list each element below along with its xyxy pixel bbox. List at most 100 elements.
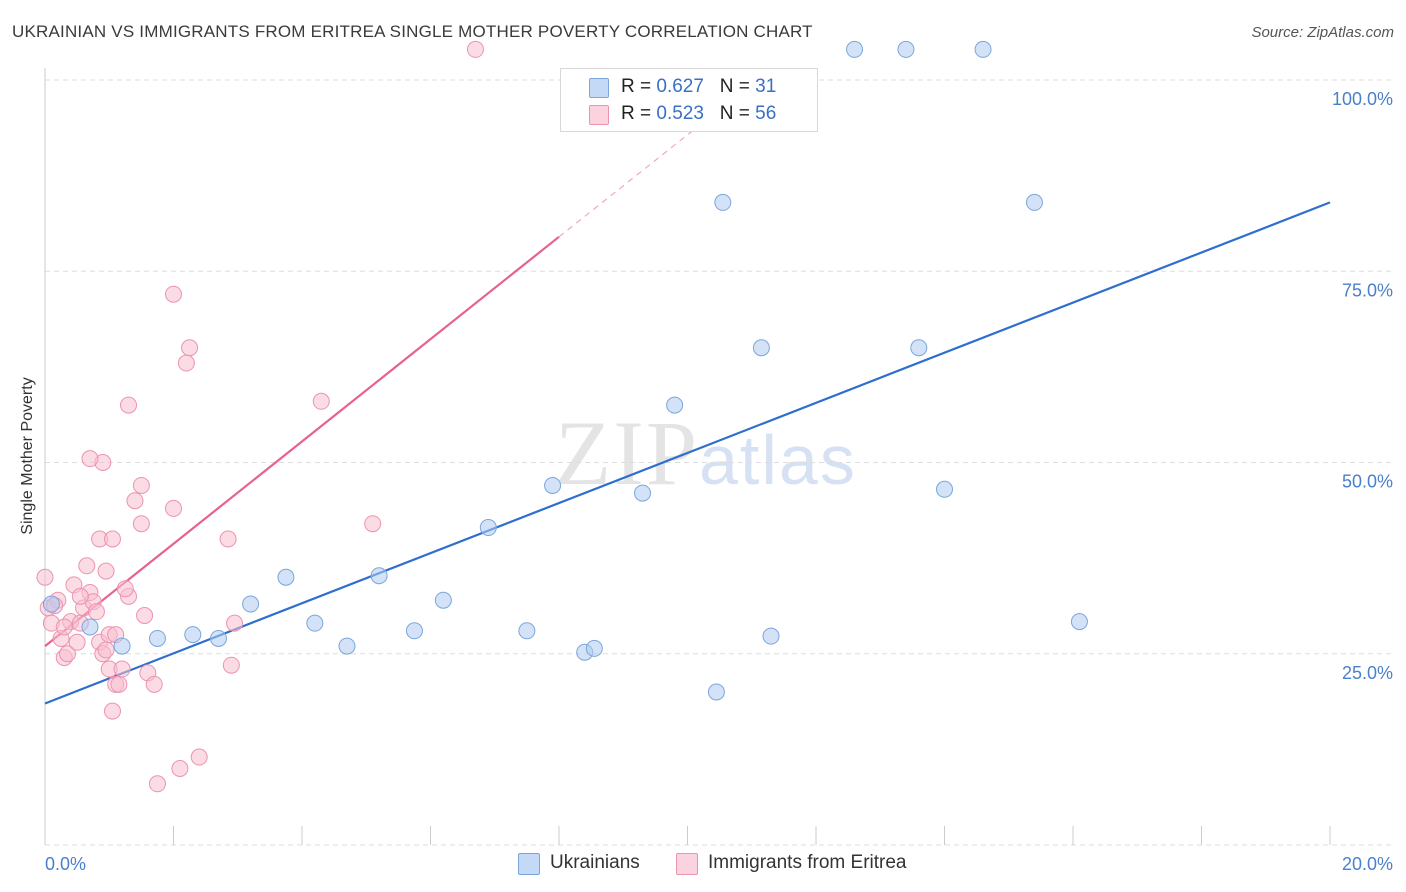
tick-label-layer: 25.0% 50.0% 75.0% 100.0% 0.0% 20.0%: [45, 89, 1393, 874]
point-eritrea: [132, 476, 150, 494]
legend-text-eritrea: R = 0.523 N = 56: [621, 103, 776, 125]
chart-title: UKRAINIAN VS IMMIGRANTS FROM ERITREA SIN…: [12, 22, 813, 41]
legend-n-label-2: N =: [719, 103, 756, 124]
bottom-legend-label-eritrea: Immigrants from Eritrea: [708, 852, 907, 873]
point-ukrainian: [113, 637, 131, 655]
x-tick-label-min: 0.0%: [45, 854, 86, 874]
source-label: Source: ZipAtlas.com: [1251, 24, 1394, 41]
point-eritrea: [222, 656, 240, 674]
point-eritrea: [132, 515, 150, 533]
legend-text-ukrainians: R = 0.627 N = 31: [621, 76, 776, 98]
correlation-legend: R = 0.627 N = 31 R = 0.523 N = 56: [560, 68, 818, 132]
point-eritrea: [145, 675, 163, 693]
point-ukrainian: [338, 637, 356, 655]
point-ukrainian: [974, 40, 992, 58]
point-ukrainian: [714, 193, 732, 211]
legend-r-value-2: 0.523: [656, 103, 704, 124]
point-ukrainian: [936, 480, 953, 498]
legend-swatch-pink: [589, 105, 609, 125]
point-eritrea: [81, 450, 99, 468]
point-eritrea: [466, 40, 484, 58]
bottom-legend-label-ukrainians: Ukrainians: [550, 852, 640, 873]
point-eritrea: [171, 760, 189, 777]
point-ukrainian: [306, 614, 324, 632]
axes-layer: [44, 68, 1331, 845]
trend-layer: [44, 83, 1331, 705]
point-ukrainian: [762, 627, 780, 645]
x-tick-label-max: 20.0%: [1342, 854, 1393, 874]
point-ukrainian: [707, 683, 725, 701]
point-eritrea: [219, 530, 237, 548]
y-tick-label: 25.0%: [1342, 663, 1393, 683]
point-ukrainian: [277, 568, 295, 586]
point-ukrainian: [242, 595, 260, 613]
point-eritrea: [58, 645, 76, 663]
point-ukrainian: [752, 339, 770, 357]
point-ukrainian: [184, 626, 202, 644]
point-eritrea: [55, 618, 73, 636]
y-tick-label: 100.0%: [1332, 89, 1393, 109]
point-ukrainian: [434, 591, 452, 609]
point-ukrainian: [1025, 193, 1043, 211]
point-ukrainian: [148, 629, 166, 647]
point-eritrea: [68, 633, 86, 651]
bottom-swatch-pink: [676, 853, 698, 875]
point-eritrea: [364, 515, 382, 533]
point-ukrainian: [666, 396, 684, 414]
watermark-atlas: atlas: [699, 421, 857, 499]
point-eritrea: [71, 587, 89, 605]
point-eritrea: [113, 660, 131, 678]
point-eritrea: [165, 285, 182, 303]
point-eritrea: [120, 396, 138, 414]
point-ukrainian: [370, 567, 388, 585]
point-ukrainian: [585, 639, 603, 657]
legend-n-label-1: N =: [719, 76, 756, 97]
point-eritrea: [87, 603, 105, 621]
points-layer: [36, 40, 1088, 793]
point-eritrea: [312, 392, 330, 410]
trend-line-ukrainians: [44, 201, 1331, 705]
point-ukrainian: [634, 484, 652, 502]
point-eritrea: [36, 568, 54, 586]
point-eritrea: [97, 641, 115, 659]
legend-n-value-1: 31: [755, 76, 777, 97]
point-ukrainian: [910, 339, 928, 357]
point-ukrainian: [897, 40, 915, 58]
point-eritrea: [103, 702, 121, 720]
bottom-swatch-blue: [518, 853, 540, 875]
legend-n-value-2: 56: [755, 103, 777, 124]
point-ukrainian: [846, 40, 864, 58]
point-eritrea: [165, 499, 182, 517]
point-eritrea: [103, 530, 121, 548]
point-ukrainian: [518, 622, 536, 640]
point-ukrainian: [1070, 613, 1088, 631]
legend-r-value-1: 0.627: [656, 76, 704, 97]
point-eritrea: [126, 492, 144, 510]
y-tick-label: 50.0%: [1342, 472, 1393, 492]
point-ukrainian: [405, 622, 423, 640]
watermark: ZIPatlas: [555, 400, 857, 506]
trend-line-eritrea-extension: [558, 83, 753, 238]
point-eritrea: [110, 675, 128, 693]
point-ukrainian: [209, 629, 227, 647]
watermark-zip: ZIP: [555, 402, 699, 504]
point-ukrainian: [81, 618, 99, 636]
point-eritrea: [97, 562, 115, 580]
legend-swatch-blue: [589, 78, 609, 98]
point-ukrainian: [42, 595, 60, 613]
point-ukrainian: [544, 476, 562, 494]
point-eritrea: [116, 580, 134, 598]
point-eritrea: [181, 339, 199, 357]
point-eritrea: [190, 748, 208, 766]
point-eritrea: [78, 557, 96, 575]
legend-r-label-2: R =: [621, 103, 657, 124]
point-ukrainian: [479, 519, 497, 537]
point-eritrea: [136, 607, 154, 624]
point-eritrea: [148, 775, 166, 793]
point-eritrea: [177, 354, 195, 372]
trend-line-eritrea: [44, 235, 560, 647]
y-tick-label: 75.0%: [1342, 280, 1393, 300]
legend-r-label-1: R =: [621, 76, 657, 97]
point-eritrea: [226, 614, 244, 632]
